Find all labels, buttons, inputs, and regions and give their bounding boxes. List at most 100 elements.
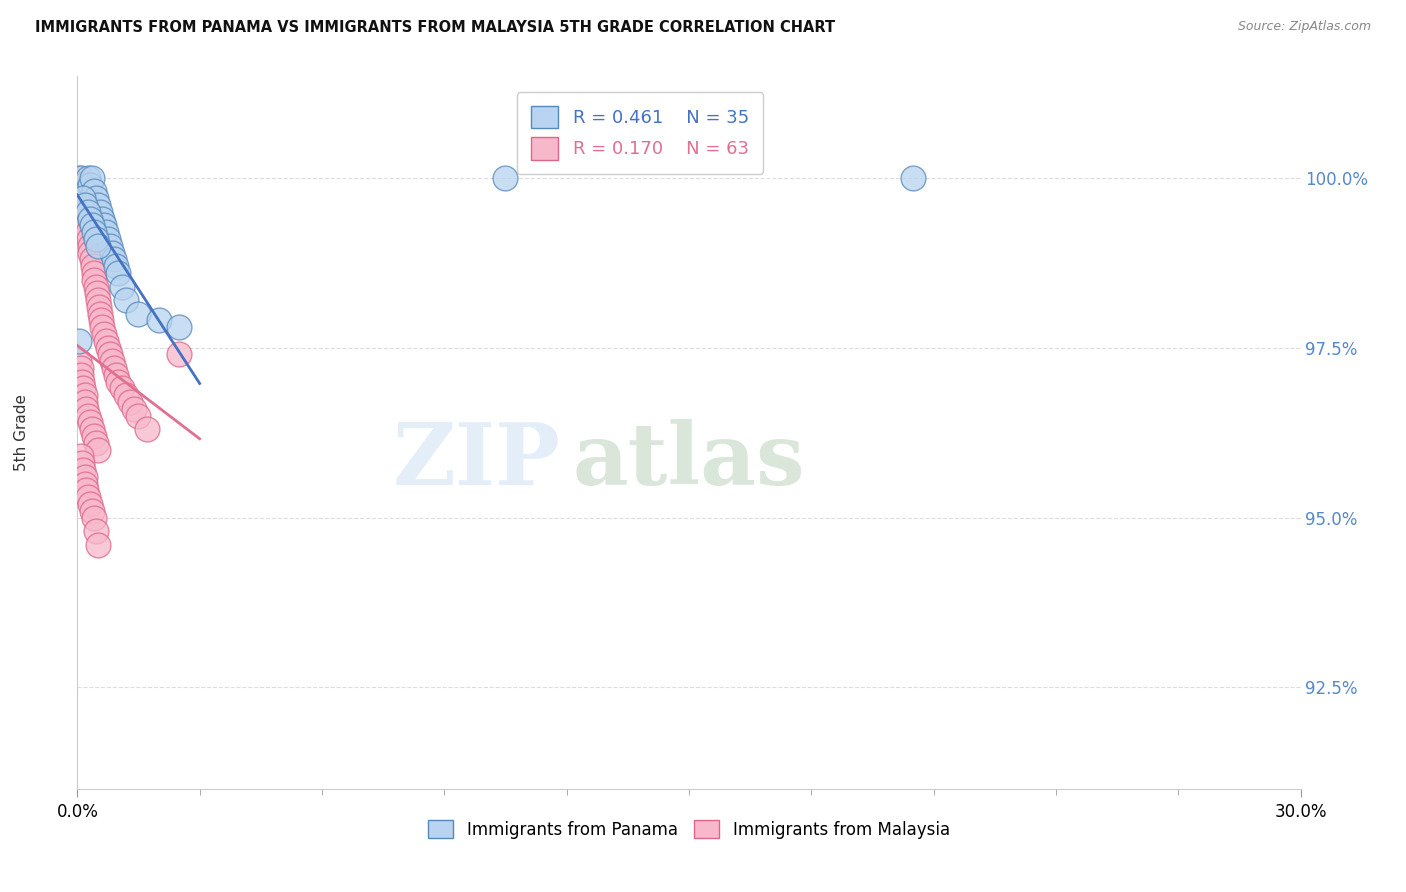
Text: IMMIGRANTS FROM PANAMA VS IMMIGRANTS FROM MALAYSIA 5TH GRADE CORRELATION CHART: IMMIGRANTS FROM PANAMA VS IMMIGRANTS FRO… — [35, 20, 835, 35]
Point — [84, 232, 107, 246]
Point — [75, 185, 97, 199]
Point — [87, 300, 110, 314]
Point — [75, 211, 97, 226]
Point — [98, 347, 121, 361]
Point — [84, 435, 107, 450]
Text: Source: ZipAtlas.com: Source: ZipAtlas.com — [1237, 20, 1371, 33]
Point — [75, 483, 97, 498]
Point — [89, 307, 111, 321]
Point — [79, 416, 101, 430]
Point — [101, 245, 124, 260]
Point — [70, 368, 93, 382]
Point — [72, 198, 94, 212]
Point — [75, 395, 97, 409]
Text: ZIP: ZIP — [392, 419, 561, 503]
Point — [103, 361, 125, 376]
Point — [80, 504, 103, 518]
Point — [84, 279, 107, 293]
Point — [87, 293, 110, 307]
Point — [79, 211, 101, 226]
Point — [83, 185, 105, 199]
Point — [94, 334, 117, 348]
Point — [90, 211, 112, 226]
Point — [79, 238, 101, 252]
Point — [87, 442, 110, 457]
Point — [75, 476, 97, 491]
Point — [72, 463, 94, 477]
Point — [83, 266, 105, 280]
Point — [169, 320, 191, 334]
Point — [70, 375, 93, 389]
Point — [76, 409, 98, 423]
Point — [86, 286, 108, 301]
Point — [107, 266, 129, 280]
Legend: Immigrants from Panama, Immigrants from Malaysia: Immigrants from Panama, Immigrants from … — [422, 814, 956, 846]
Point — [79, 245, 101, 260]
Point — [79, 178, 101, 192]
Point — [69, 450, 91, 464]
Point — [97, 341, 120, 355]
Point — [67, 334, 90, 348]
Point — [72, 381, 94, 395]
Point — [75, 198, 97, 212]
Point — [80, 422, 103, 436]
Point — [70, 185, 93, 199]
Point — [94, 225, 117, 239]
Point — [148, 313, 170, 327]
Point — [84, 524, 107, 538]
Point — [76, 490, 98, 504]
Point — [76, 204, 98, 219]
Point — [93, 327, 115, 342]
Point — [83, 429, 105, 443]
Point — [80, 170, 103, 185]
Point — [98, 238, 121, 252]
Point — [75, 401, 97, 416]
Point — [105, 259, 128, 273]
Point — [67, 170, 90, 185]
Point — [87, 238, 110, 252]
Point — [83, 273, 105, 287]
Point — [111, 381, 134, 395]
Point — [84, 191, 107, 205]
Point — [73, 388, 96, 402]
Point — [69, 178, 91, 192]
Point — [111, 279, 134, 293]
Point — [105, 368, 128, 382]
Point — [76, 225, 98, 239]
Point — [83, 510, 105, 524]
Point — [169, 347, 191, 361]
Point — [89, 204, 111, 219]
Point — [73, 470, 96, 484]
Point — [93, 219, 115, 233]
Point — [69, 361, 91, 376]
Point — [101, 354, 124, 368]
Point — [495, 170, 517, 185]
Point — [80, 252, 103, 267]
Point — [79, 497, 101, 511]
Point — [120, 395, 142, 409]
Point — [67, 354, 90, 368]
Point — [115, 293, 138, 307]
Point — [82, 259, 104, 273]
Point — [90, 320, 112, 334]
Point — [127, 409, 149, 423]
Point — [127, 307, 149, 321]
Point — [72, 191, 94, 205]
Point — [124, 401, 146, 416]
Point — [70, 191, 93, 205]
Point — [87, 198, 110, 212]
Point — [103, 252, 125, 267]
Point — [115, 388, 138, 402]
Point — [76, 170, 98, 185]
Point — [87, 538, 110, 552]
Point — [90, 313, 112, 327]
Point — [903, 170, 925, 185]
Point — [107, 375, 129, 389]
Y-axis label: 5th Grade: 5th Grade — [14, 394, 28, 471]
Point — [70, 456, 93, 470]
Point — [83, 225, 105, 239]
Point — [70, 170, 93, 185]
Point — [77, 232, 100, 246]
Point — [80, 219, 103, 233]
Point — [72, 178, 94, 192]
